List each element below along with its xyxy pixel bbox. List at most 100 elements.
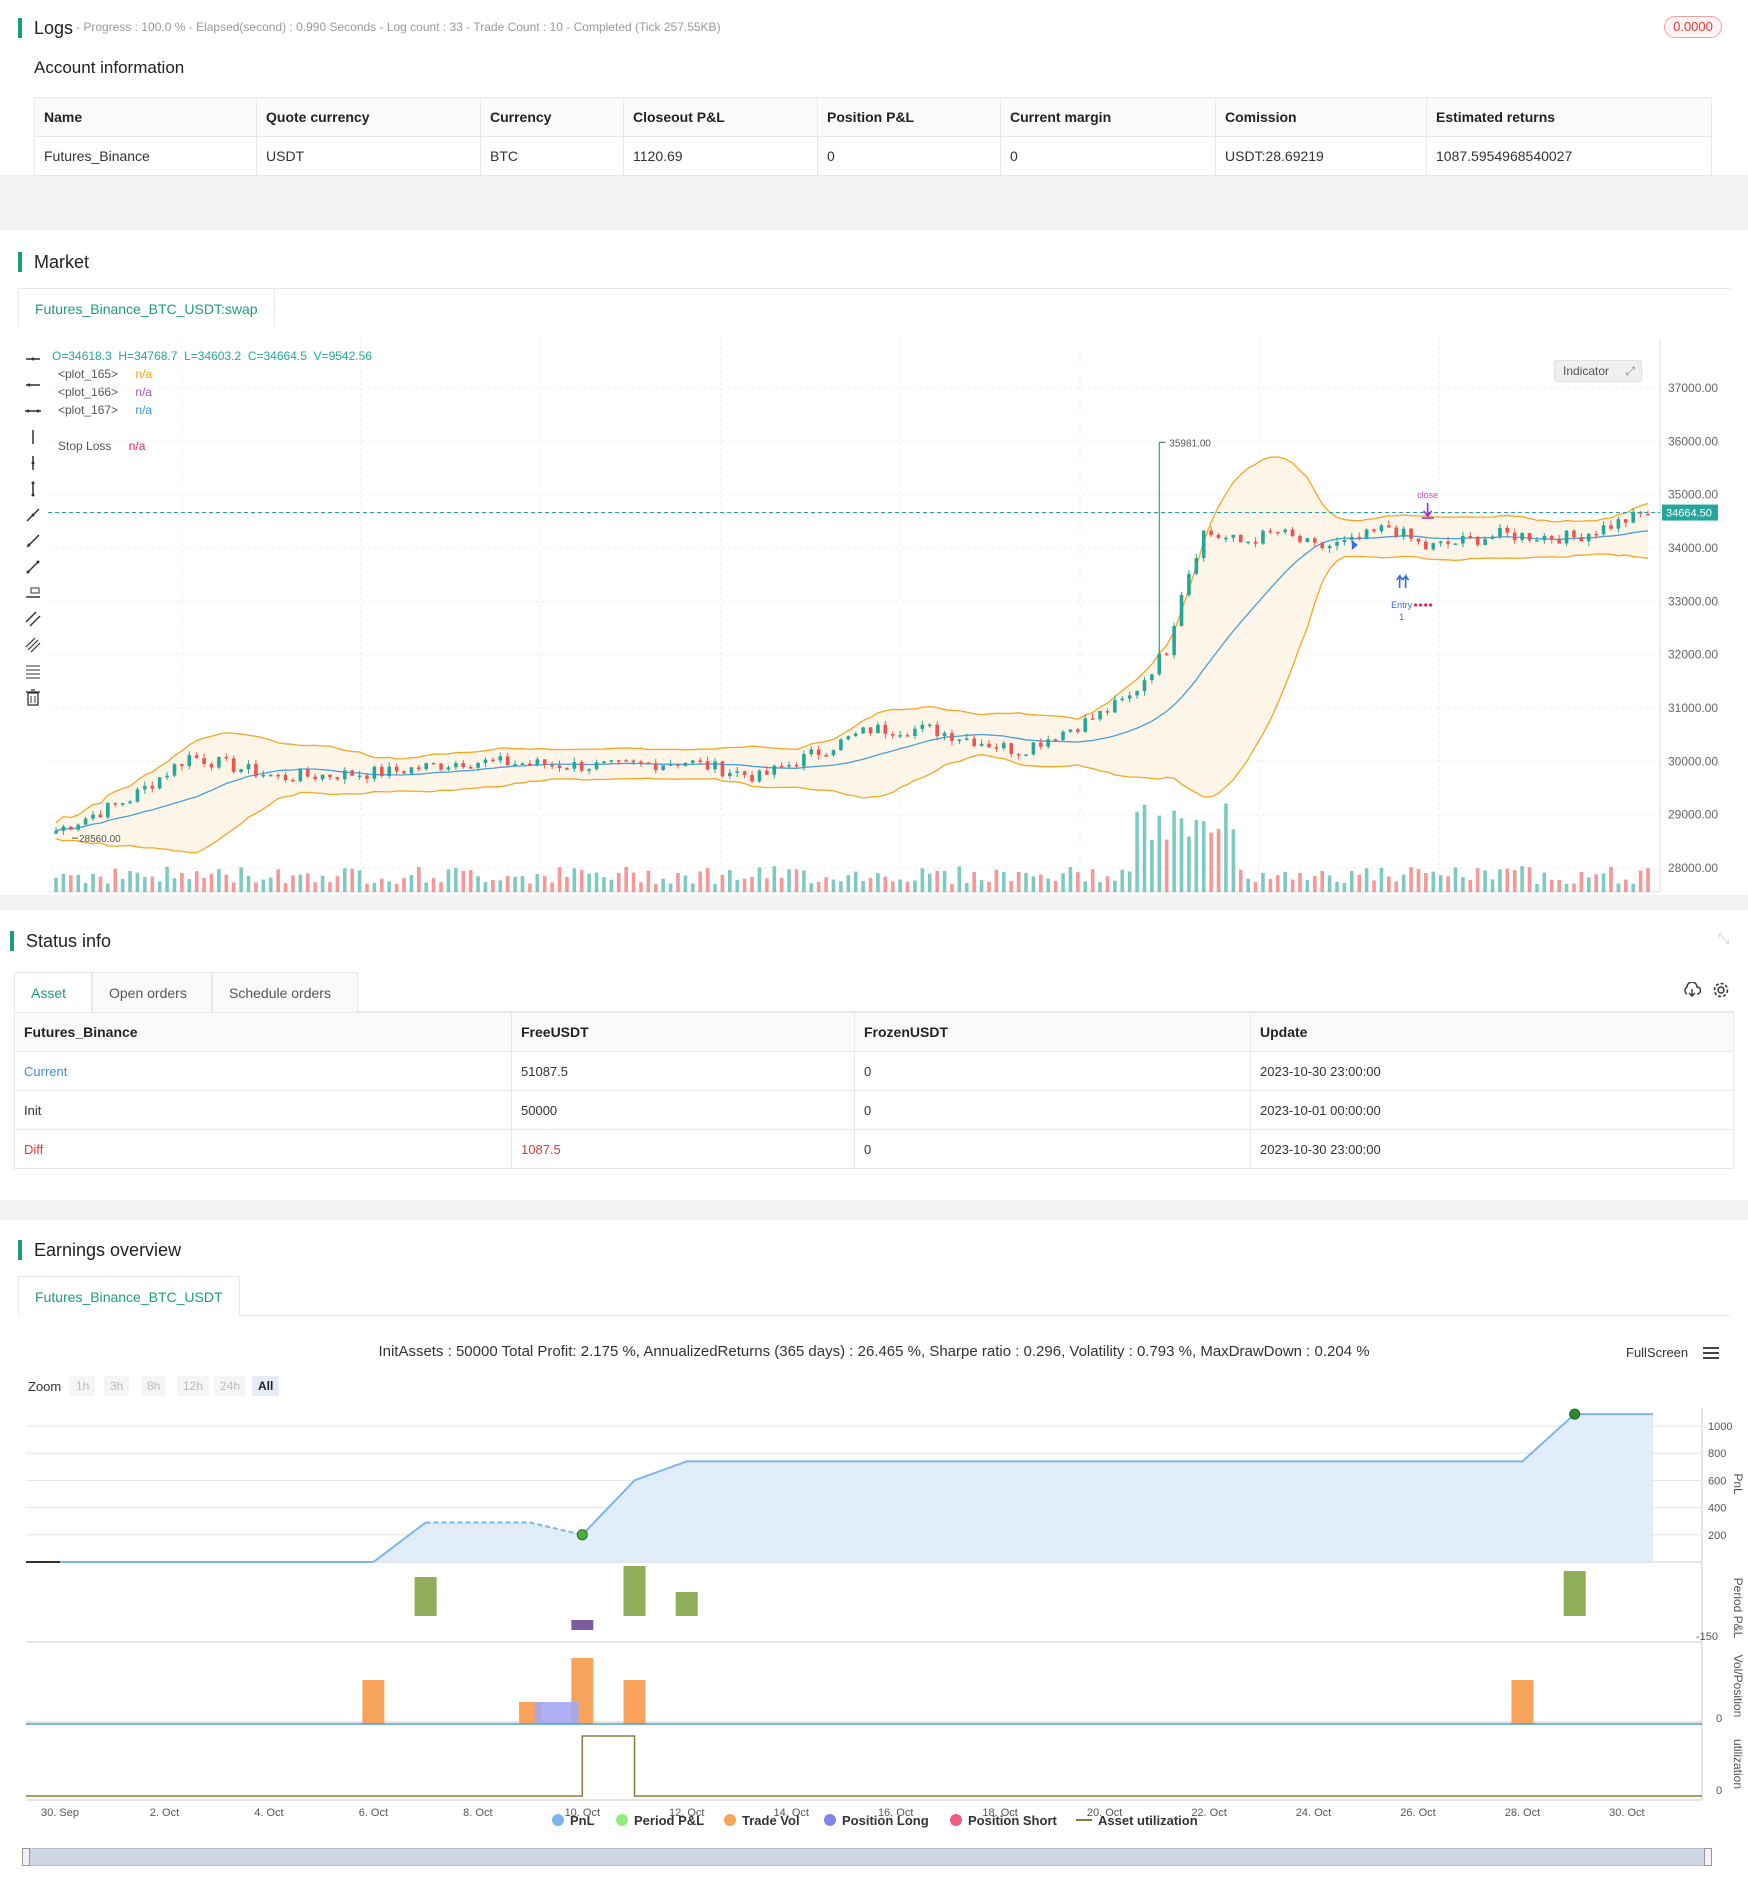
tab-market-symbol[interactable]: Futures_Binance_BTC_USDT:swap — [18, 288, 275, 328]
zoom-12h[interactable]: 12h — [177, 1376, 210, 1396]
candle-body — [350, 770, 354, 776]
candle-body — [513, 764, 517, 766]
zoom-3h[interactable]: 3h — [104, 1376, 130, 1396]
volume-bar — [913, 880, 917, 892]
candle-body — [1053, 739, 1058, 741]
menu-icon[interactable] — [1702, 1346, 1720, 1363]
settings-gear-icon[interactable] — [1712, 981, 1730, 1004]
volume-bar — [91, 874, 95, 892]
candle-body — [1179, 595, 1184, 626]
zoom-24h[interactable]: 24h — [214, 1376, 247, 1396]
cell-init-update: 2023-10-01 00:00:00 — [1250, 1090, 1734, 1130]
col-position-pnl: Position P&L — [817, 97, 1001, 137]
tab-schedule-orders[interactable]: Schedule orders — [212, 972, 358, 1012]
volume-bar — [898, 879, 902, 892]
candlestick-chart[interactable]: 37000.00 36000.00 35000.00 34000.00 33000.00… — [48, 340, 1748, 900]
segment-tool-icon[interactable] — [24, 558, 42, 576]
zoom-all[interactable]: All — [252, 1376, 280, 1396]
candle-body — [268, 774, 273, 777]
legend-position-short-label: Position Short — [968, 1813, 1057, 1828]
candle-body — [135, 789, 140, 802]
volume-bar — [1638, 870, 1643, 892]
volume-bar — [676, 873, 680, 892]
candle-body — [972, 738, 976, 747]
candle-body — [1542, 535, 1547, 541]
volume-bar — [1298, 872, 1302, 892]
tab-open-orders[interactable]: Open orders — [92, 972, 212, 1012]
candle-body — [1061, 731, 1065, 741]
candle-body — [150, 785, 155, 789]
expand-icon[interactable]: ⤢ — [1625, 364, 1635, 378]
candle-body — [661, 765, 665, 771]
volume-bar — [1142, 804, 1147, 892]
parallel-channel-tool-icon[interactable] — [24, 610, 42, 628]
legend-asset-utilization-swatch — [1076, 1819, 1092, 1821]
candle-body — [1601, 525, 1606, 535]
volume-bar — [505, 875, 510, 892]
cloud-download-icon[interactable] — [1683, 981, 1702, 1003]
zoom-1h[interactable]: 1h — [70, 1376, 96, 1396]
vertical-ray-tool-icon[interactable] — [24, 454, 42, 472]
candle-body — [757, 770, 762, 782]
bollinger-band-fill — [56, 456, 1648, 853]
date-tick-label: 30. Oct — [1609, 1807, 1644, 1819]
axis-title: utilization — [1731, 1739, 1745, 1789]
candle-body — [1142, 680, 1147, 691]
legend-period-pnl[interactable]: Period P&L — [616, 1813, 704, 1828]
candle-body — [394, 766, 399, 772]
navigator-handle-right[interactable] — [1704, 1848, 1712, 1866]
trend-line-tool-icon[interactable] — [24, 506, 42, 524]
volume-bar — [1327, 875, 1332, 892]
candle-body — [69, 826, 73, 830]
legend-asset-utilization[interactable]: Asset utilization — [1076, 1813, 1198, 1828]
volume-bar — [1505, 868, 1510, 892]
cell-comission: USDT:28.69219 — [1215, 136, 1427, 176]
tab-asset[interactable]: Asset — [14, 972, 92, 1012]
volume-bar — [542, 876, 547, 892]
pitchfork-tool-icon[interactable] — [24, 636, 42, 654]
horizontal-line-tool-icon[interactable] — [24, 350, 42, 368]
indicator-button[interactable]: Indicator ⤢ — [1554, 360, 1642, 382]
fullscreen-button[interactable]: FullScreen — [1626, 1345, 1720, 1363]
vertical-segment-tool-icon[interactable] — [24, 480, 42, 498]
fibonacci-tool-icon[interactable] — [24, 662, 42, 680]
legend-trade-vol[interactable]: Trade Vol — [724, 1813, 800, 1828]
candle-body — [1031, 742, 1036, 755]
tab-earnings-symbol[interactable]: Futures_Binance_BTC_USDT — [18, 1276, 240, 1316]
legend-pnl[interactable]: PnL — [552, 1813, 595, 1828]
date-tick-label: 10-27 — [1065, 899, 1096, 900]
price-tick-label: 33000.00 — [1668, 594, 1718, 608]
volume-bar — [431, 878, 436, 892]
candle-body — [1424, 541, 1428, 550]
candle-body — [957, 739, 962, 742]
legend-position-short-swatch — [950, 1814, 962, 1826]
collapse-icon[interactable]: ⤡ — [1718, 930, 1730, 946]
candle-body — [1364, 529, 1369, 539]
volume-bar — [1549, 879, 1554, 892]
volume-bar — [291, 875, 295, 892]
volume-bar — [1268, 878, 1273, 892]
navigator-handle-left[interactable] — [22, 1848, 30, 1866]
legend-position-long[interactable]: Position Long — [824, 1813, 929, 1828]
candle-body — [365, 775, 369, 779]
candle-body — [987, 743, 991, 748]
candle-body — [1520, 533, 1524, 540]
vertical-line-tool-icon[interactable] — [24, 428, 42, 446]
zoom-8h[interactable]: 8h — [141, 1376, 167, 1396]
price-label-tool-icon[interactable] — [24, 584, 42, 602]
candle-body — [1201, 530, 1206, 559]
trash-icon[interactable] — [24, 688, 42, 706]
volume-bar — [120, 878, 125, 892]
extended-line-tool-icon[interactable] — [24, 402, 42, 420]
legend-position-short[interactable]: Position Short — [950, 1813, 1057, 1828]
candle-body — [1342, 539, 1347, 542]
candle-body — [194, 755, 199, 758]
logs-badge[interactable]: 0.0000 — [1664, 16, 1722, 38]
ray-tool-icon[interactable] — [24, 532, 42, 550]
navigator-strip[interactable] — [26, 1848, 1708, 1866]
candle-body — [83, 818, 88, 825]
axis-title: PnL — [1731, 1473, 1745, 1495]
candle-body — [143, 785, 147, 790]
date-tick-label: 10-29 — [1424, 899, 1455, 900]
horizontal-ray-tool-icon[interactable] — [24, 376, 42, 394]
